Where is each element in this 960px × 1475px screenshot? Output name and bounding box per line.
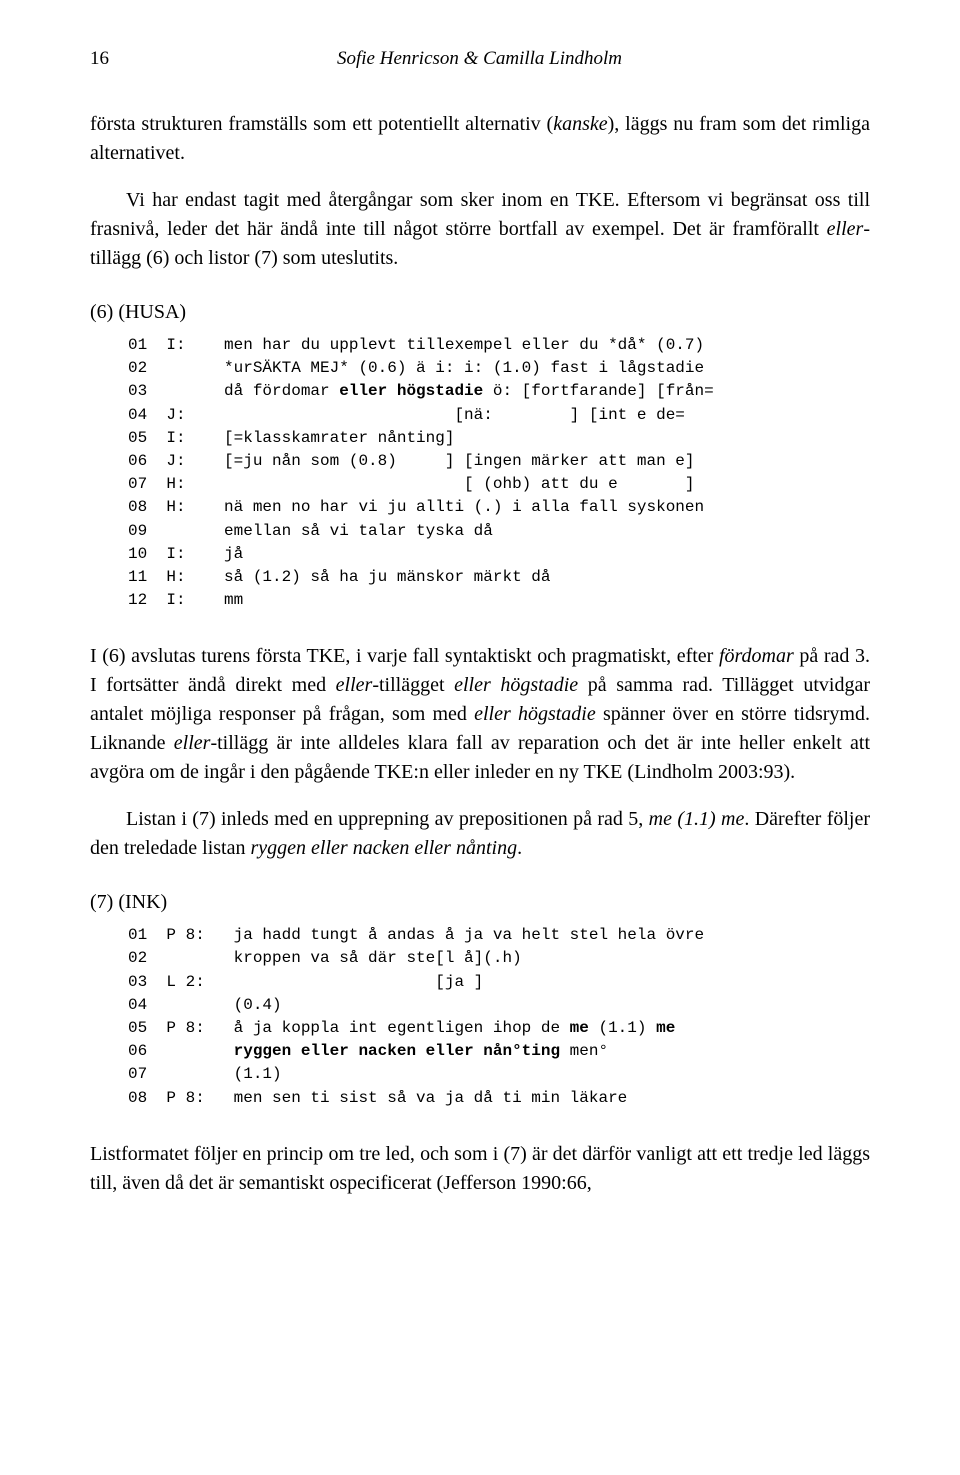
paragraph-3: I (6) avslutas turens första TKE, i varj… [90, 642, 870, 787]
page-container: 16 Sofie Henricson & Camilla Lindholm fö… [0, 0, 960, 1276]
paragraph-5: Listformatet följer en princip om tre le… [90, 1140, 870, 1198]
paragraph-2: Vi har endast tagit med återgångar som s… [90, 186, 870, 273]
page-number: 16 [90, 48, 109, 70]
running-header: 16 Sofie Henricson & Camilla Lindholm [90, 48, 870, 70]
paragraph-4: Listan i (7) inleds med en upprepning av… [90, 805, 870, 863]
example-7-transcript: 01 P 8: ja hadd tungt å andas å ja va he… [128, 924, 870, 1110]
paragraph-1: första strukturen framställs som ett pot… [90, 110, 870, 168]
example-6-label: (6) (HUSA) [90, 301, 870, 324]
example-7-label: (7) (INK) [90, 891, 870, 914]
header-authors: Sofie Henricson & Camilla Lindholm [109, 48, 850, 70]
example-6-transcript: 01 I: men har du upplevt tillexempel ell… [128, 334, 870, 612]
